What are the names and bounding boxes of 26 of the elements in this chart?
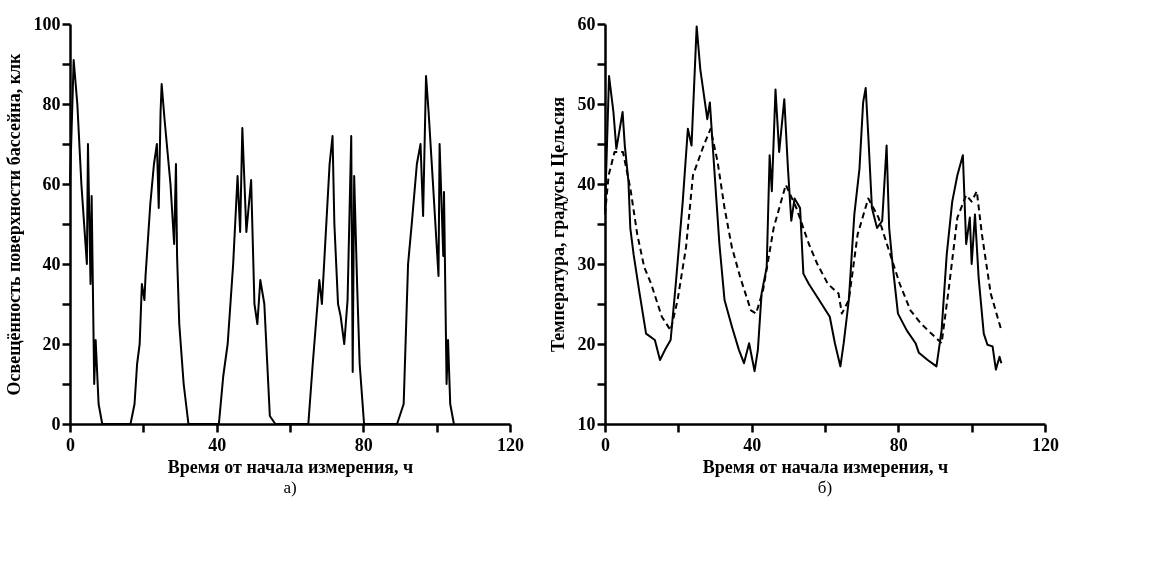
text: б): [817, 478, 833, 497]
x-tick-label: 40: [743, 434, 762, 455]
y-tick-label: 20: [42, 333, 61, 354]
y-tick-label: 30: [577, 253, 596, 274]
y-tick-label: 80: [42, 93, 61, 114]
x-tick-label: 120: [1032, 434, 1059, 455]
x-tick-label: 80: [889, 434, 908, 455]
y-tick-label: 40: [42, 253, 61, 274]
y-tick-label: 50: [577, 93, 596, 114]
x-tick-label: 80: [354, 434, 373, 455]
y-tick-label: 60: [42, 173, 61, 194]
text: а): [283, 478, 297, 497]
y-tick-label: 20: [577, 333, 596, 354]
x-tick-label: 0: [601, 434, 610, 455]
x-tick-label: 0: [66, 434, 75, 455]
y-tick-label: 0: [51, 413, 61, 434]
y-axis-title: Освещённость поверхности бассейна, клк: [3, 52, 24, 396]
y-tick-label: 40: [577, 173, 596, 194]
y-axis-title: Температура, градусы Цельсия: [547, 96, 568, 353]
x-axis-title: Время от начала измерения, ч: [702, 456, 949, 477]
x-axis-title: Время от начала измерения, ч: [167, 456, 414, 477]
y-tick-label: 100: [33, 13, 61, 34]
y-tick-label: 10: [577, 413, 596, 434]
y-tick-label: 60: [577, 13, 596, 34]
x-tick-label: 120: [497, 434, 524, 455]
x-tick-label: 40: [208, 434, 227, 455]
